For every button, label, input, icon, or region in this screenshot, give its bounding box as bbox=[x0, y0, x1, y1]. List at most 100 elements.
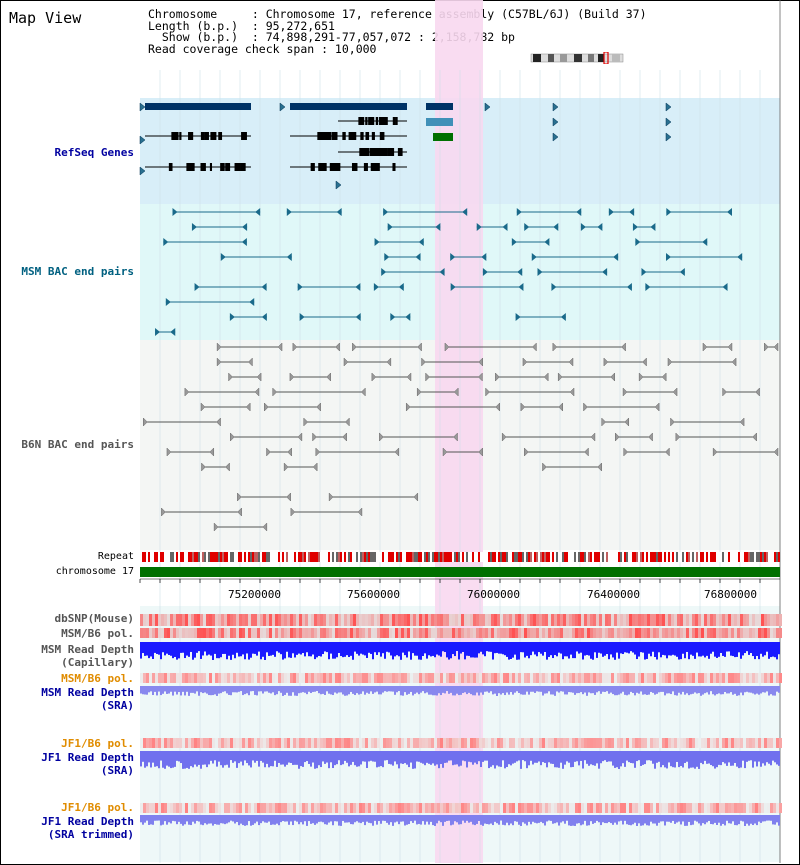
msm-bac-end bbox=[336, 208, 342, 216]
jf1-trimmed-depth-bar bbox=[296, 815, 298, 822]
track-label-msm-depth-capillary[interactable]: MSM Read Depth bbox=[41, 643, 134, 656]
gene-exon bbox=[381, 148, 385, 156]
track-label-jf1-depth-sra[interactable]: JF1 Read Depth bbox=[41, 751, 134, 764]
msm-bac-end bbox=[632, 223, 638, 231]
track-label-msm-b6-pol-sra[interactable]: MSM/B6 pol. bbox=[61, 672, 134, 685]
jf1-trimmed-depth-bar bbox=[414, 815, 416, 821]
jf1-trimmed-depth-bar bbox=[580, 815, 582, 826]
track-label-refseq[interactable]: RefSeq Genes bbox=[54, 146, 134, 159]
b6n-bac-end bbox=[665, 447, 670, 457]
msm-sra-depth-bar bbox=[344, 686, 346, 696]
repeat-segment bbox=[384, 552, 386, 562]
msm-capillary-depth-bar bbox=[654, 642, 656, 658]
msm-pol-heat-cell bbox=[470, 628, 473, 638]
track-label-b6n-bac[interactable]: B6N BAC end pairs bbox=[21, 438, 134, 451]
repeat-segment bbox=[330, 552, 332, 562]
msm-pol-sra-heat-cell bbox=[623, 673, 626, 683]
msm-sra-depth-bar bbox=[414, 686, 416, 694]
repeat-segment bbox=[156, 552, 158, 562]
jf1-pol-2-heat-cell bbox=[587, 803, 590, 813]
repeat-segment bbox=[770, 552, 772, 562]
msm-pol-heat-cell bbox=[443, 628, 446, 638]
jf1-pol-2-heat-cell bbox=[674, 803, 677, 813]
msm-sra-depth-bar bbox=[198, 686, 200, 696]
gene-exon bbox=[397, 148, 403, 156]
jf1-pol-heat-cell bbox=[308, 738, 311, 748]
msm-pol-sra-heat-cell bbox=[152, 673, 155, 683]
msm-sra-depth-bar bbox=[228, 686, 230, 695]
msm-sra-depth-bar bbox=[426, 686, 428, 693]
repeat-segment bbox=[158, 552, 160, 562]
jf1-trimmed-depth-bar bbox=[722, 815, 724, 824]
msm-pol-sra-heat-cell bbox=[563, 673, 566, 683]
msm-sra-depth-bar bbox=[650, 686, 652, 692]
jf1-trimmed-depth-bar bbox=[736, 815, 738, 826]
jf1-trimmed-depth-bar bbox=[356, 815, 358, 822]
track-label-msm-b6-pol[interactable]: MSM/B6 pol. bbox=[61, 627, 134, 640]
msm-sra-depth-bar bbox=[720, 686, 722, 695]
chromosome-ideogram[interactable] bbox=[528, 52, 628, 64]
gene-exon bbox=[317, 132, 324, 140]
dbsnp-heat-cell bbox=[305, 614, 308, 626]
msm-pol-heat-cell bbox=[287, 628, 290, 638]
repeat-segment bbox=[298, 552, 300, 562]
jf1-pol-heat-cell bbox=[731, 738, 734, 748]
dbsnp-heat-cell bbox=[551, 614, 554, 626]
msm-sra-depth-bar bbox=[374, 686, 376, 693]
msm-capillary-depth-bar bbox=[214, 642, 216, 654]
msm-sra-depth-bar bbox=[258, 686, 260, 692]
msm-sra-depth-bar bbox=[532, 686, 534, 692]
msm-capillary-depth-bar bbox=[514, 642, 516, 655]
msm-sra-depth-bar bbox=[212, 686, 214, 696]
repeat-segment bbox=[206, 552, 208, 562]
jf1-sra-depth-bar bbox=[634, 751, 636, 768]
msm-pol-sra-heat-cell bbox=[329, 673, 332, 683]
jf1-pol-heat-cell bbox=[407, 738, 410, 748]
jf1-trimmed-depth-bar bbox=[428, 815, 430, 825]
jf1-sra-depth-bar bbox=[426, 751, 428, 763]
msm-capillary-depth-bar bbox=[304, 642, 306, 657]
msm-sra-depth-bar bbox=[714, 686, 716, 696]
jf1-trimmed-depth-bar bbox=[776, 815, 778, 823]
msm-capillary-depth-bar bbox=[374, 642, 376, 653]
msm-sra-depth-bar bbox=[320, 686, 322, 695]
msm-sra-depth-bar bbox=[432, 686, 434, 696]
msm-capillary-depth-bar bbox=[748, 642, 750, 655]
jf1-pol-heat-cell bbox=[401, 738, 404, 748]
repeat-segment bbox=[658, 552, 660, 562]
msm-pol-sra-heat-cell bbox=[296, 673, 299, 683]
repeat-segment bbox=[198, 552, 200, 562]
track-label-jf1-depth-trimmed[interactable]: JF1 Read Depth bbox=[41, 815, 134, 828]
jf1-sra-depth-bar bbox=[450, 751, 452, 761]
msm-sra-depth-bar bbox=[168, 686, 170, 694]
jf1-trimmed-depth-bar bbox=[270, 815, 272, 825]
jf1-pol-2-heat-cell bbox=[359, 803, 362, 813]
msm-sra-depth-bar bbox=[698, 686, 700, 694]
dbsnp-heat-cell bbox=[485, 614, 488, 626]
msm-pol-sra-heat-cell bbox=[452, 673, 455, 683]
msm-sra-depth-bar bbox=[256, 686, 258, 696]
dbsnp-heat-cell bbox=[707, 614, 710, 626]
jf1-pol-heat-cell bbox=[668, 738, 671, 748]
msm-sra-depth-bar bbox=[744, 686, 746, 693]
jf1-pol-2-heat-cell bbox=[761, 803, 764, 813]
msm-pol-sra-heat-cell bbox=[383, 673, 386, 683]
track-label-jf1-b6-pol-2[interactable]: JF1/B6 pol. bbox=[61, 801, 134, 814]
msm-pol-sra-heat-cell bbox=[770, 673, 773, 683]
repeat-segment bbox=[410, 552, 412, 562]
jf1-sra-depth-bar bbox=[704, 751, 706, 761]
track-label-jf1-b6-pol[interactable]: JF1/B6 pol. bbox=[61, 737, 134, 750]
repeat-segment bbox=[462, 552, 464, 562]
jf1-trimmed-depth-bar bbox=[572, 815, 574, 826]
gene-feature bbox=[145, 103, 251, 110]
gene-exon bbox=[379, 132, 385, 140]
jf1-trimmed-depth-bar bbox=[706, 815, 708, 823]
msm-sra-depth-bar bbox=[232, 686, 234, 693]
msm-pol-heat-cell bbox=[317, 628, 320, 638]
msm-sra-depth-bar bbox=[692, 686, 694, 694]
msm-capillary-depth-bar bbox=[174, 642, 176, 657]
track-label-dbsnp[interactable]: dbSNP(Mouse) bbox=[54, 612, 134, 625]
track-label-msm-depth-sra[interactable]: MSM Read Depth bbox=[41, 686, 134, 699]
track-label-msm-bac[interactable]: MSM BAC end pairs bbox=[21, 265, 134, 278]
